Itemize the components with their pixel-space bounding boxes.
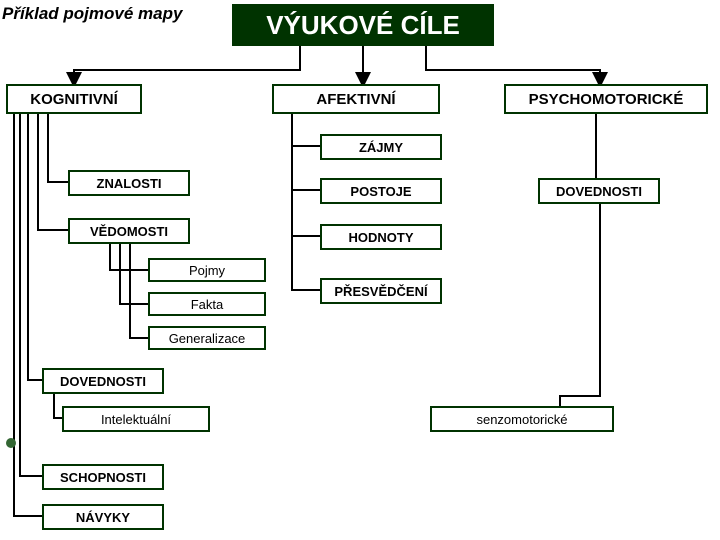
page-heading: Příklad pojmové mapy — [2, 4, 182, 24]
node-dovednosti_p: DOVEDNOSTI — [538, 178, 660, 204]
node-postoje: POSTOJE — [320, 178, 442, 204]
node-pojmy: Pojmy — [148, 258, 266, 282]
node-kognitivni: KOGNITIVNÍ — [6, 84, 142, 114]
connector-lines — [0, 0, 720, 540]
node-generalizace: Generalizace — [148, 326, 266, 350]
node-afektivni: AFEKTIVNÍ — [272, 84, 440, 114]
node-dovednosti_k: DOVEDNOSTI — [42, 368, 164, 394]
node-intelekt: Intelektuální — [62, 406, 210, 432]
node-znalosti: ZNALOSTI — [68, 170, 190, 196]
node-schopnosti: SCHOPNOSTI — [42, 464, 164, 490]
node-fakta: Fakta — [148, 292, 266, 316]
node-hodnoty: HODNOTY — [320, 224, 442, 250]
node-navyky: NÁVYKY — [42, 504, 164, 530]
node-title: VÝUKOVÉ CÍLE — [232, 4, 494, 46]
node-psycho: PSYCHOMOTORICKÉ — [504, 84, 708, 114]
node-vedomosti: VĚDOMOSTI — [68, 218, 190, 244]
node-zajmy: ZÁJMY — [320, 134, 442, 160]
node-senzo: senzomotorické — [430, 406, 614, 432]
bullet-point — [6, 438, 16, 448]
node-presvedceni: PŘESVĚDČENÍ — [320, 278, 442, 304]
